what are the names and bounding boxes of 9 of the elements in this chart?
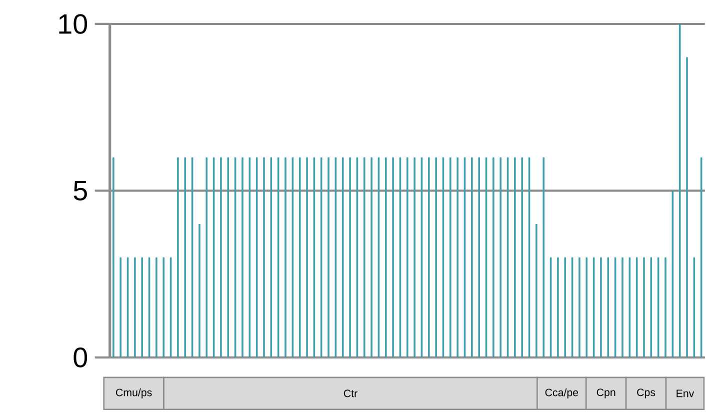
text: Cmu/ps — [116, 388, 152, 398]
text: Cpn — [596, 388, 616, 398]
y-tick-label: 5 — [74, 180, 87, 200]
text: Ctr — [344, 389, 358, 397]
text: Env — [676, 390, 694, 397]
text: Cps — [637, 388, 656, 398]
y-tick-label: 0 — [74, 347, 88, 368]
text: Cca/pe — [545, 388, 578, 398]
y-tick-label: 10 — [59, 14, 88, 34]
